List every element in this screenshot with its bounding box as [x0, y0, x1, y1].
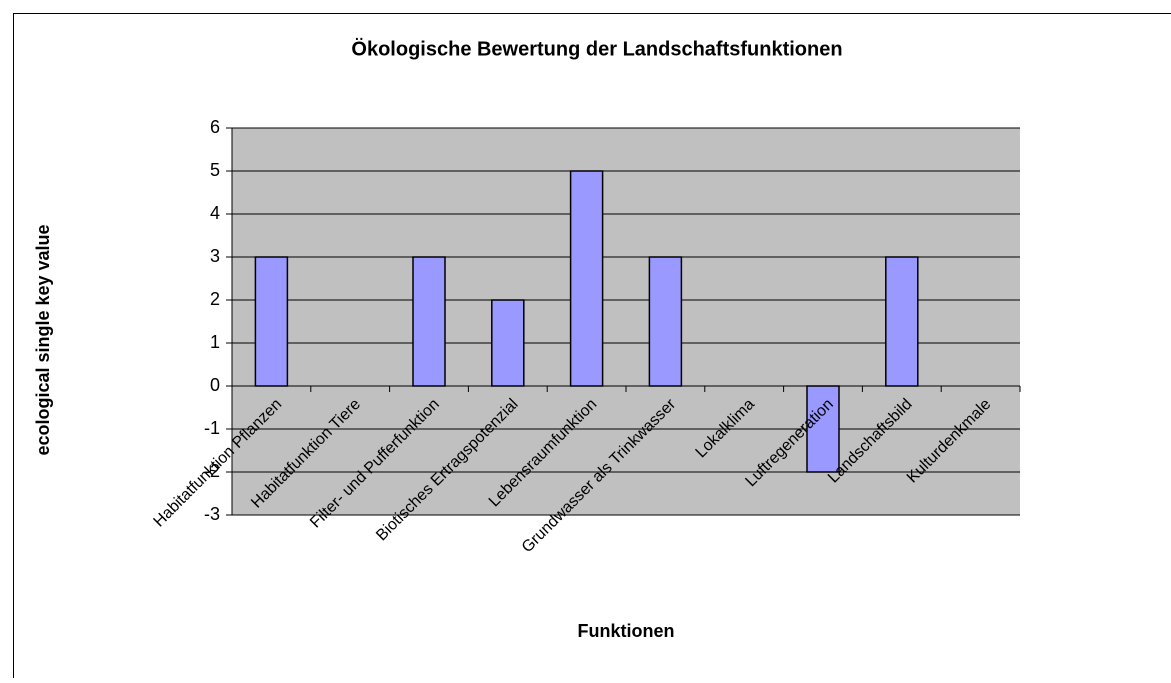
- x-axis-title: Funktionen: [578, 621, 675, 641]
- y-tick-label: 4: [210, 203, 220, 223]
- y-tick-label: 0: [210, 375, 220, 395]
- bar: [492, 300, 524, 386]
- y-tick-label: 2: [210, 289, 220, 309]
- y-tick-label: 3: [210, 246, 220, 266]
- chart-title: Ökologische Bewertung der Landschaftsfun…: [351, 37, 842, 60]
- y-tick-label: -3: [204, 504, 220, 524]
- bar: [571, 171, 603, 386]
- y-tick-label: 1: [210, 332, 220, 352]
- bar: [649, 257, 681, 386]
- y-tick-label: 5: [210, 160, 220, 180]
- y-axis-title: ecological single key value: [33, 224, 53, 455]
- bar: [886, 257, 918, 386]
- y-tick-label: 6: [210, 117, 220, 137]
- y-tick-label: -1: [204, 418, 220, 438]
- bar: [413, 257, 445, 386]
- bar: [255, 257, 287, 386]
